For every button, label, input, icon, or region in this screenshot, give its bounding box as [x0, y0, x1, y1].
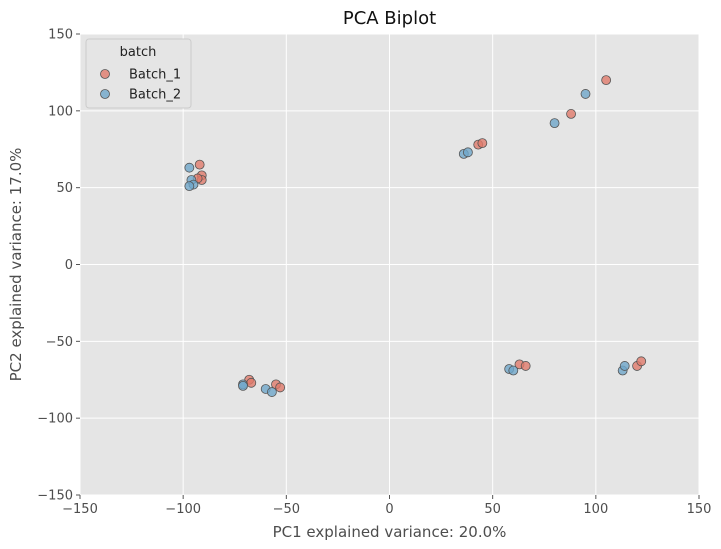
data-point-batch-2 [238, 380, 248, 391]
data-point-batch-2 [549, 118, 560, 129]
data-point-batch-1 [275, 382, 286, 393]
x-tick-label: −150 [62, 502, 98, 517]
data-point-batch-2 [508, 365, 519, 376]
data-point-batch-2 [463, 147, 473, 158]
legend-title: batch [120, 45, 157, 60]
data-point-batch-1 [566, 109, 576, 119]
y-tick-label: 0 [65, 258, 73, 273]
y-axis-label: PC2 explained variance: 17.0% [7, 148, 25, 382]
data-points [184, 75, 647, 397]
y-axis-ticks: −150 −100 −50 0 50 100 150 [37, 28, 80, 504]
x-tick-label: −50 [273, 502, 300, 517]
data-point-batch-1 [477, 138, 488, 149]
x-axis-ticks: −150 −100 −50 0 50 100 150 [62, 495, 711, 517]
legend-label-batch-1: Batch_1 [129, 68, 181, 83]
y-tick-label: −50 [46, 335, 73, 350]
legend-marker-batch-1 [100, 69, 110, 79]
x-tick-label: 150 [687, 502, 712, 517]
x-tick-label: 50 [484, 502, 501, 517]
data-point-batch-1 [601, 75, 612, 85]
legend-label-batch-2: Batch_2 [129, 88, 181, 103]
data-point-batch-2 [184, 181, 195, 192]
y-tick-label: 100 [48, 104, 73, 119]
data-point-batch-2 [619, 361, 630, 371]
chart-title: PCA Biplot [343, 8, 436, 29]
x-axis-label: PC1 explained variance: 20.0% [273, 523, 507, 541]
legend-marker-batch-2 [100, 89, 110, 99]
x-tick-label: 100 [583, 502, 608, 517]
data-point-batch-1 [636, 356, 647, 367]
y-tick-label: −100 [37, 412, 73, 427]
data-point-batch-2 [184, 162, 195, 173]
data-point-batch-2 [580, 89, 591, 99]
data-point-batch-1 [246, 377, 257, 388]
x-tick-label: −100 [165, 502, 201, 517]
legend-box [85, 38, 192, 109]
y-tick-label: 150 [48, 28, 73, 43]
legend: batch Batch_1 Batch_2 [85, 38, 192, 109]
y-tick-label: −150 [37, 489, 73, 504]
data-point-batch-1 [194, 159, 205, 170]
x-tick-label: 0 [385, 502, 393, 517]
y-tick-label: 50 [56, 181, 73, 196]
data-point-batch-1 [520, 361, 531, 371]
data-point-batch-2 [266, 387, 277, 397]
